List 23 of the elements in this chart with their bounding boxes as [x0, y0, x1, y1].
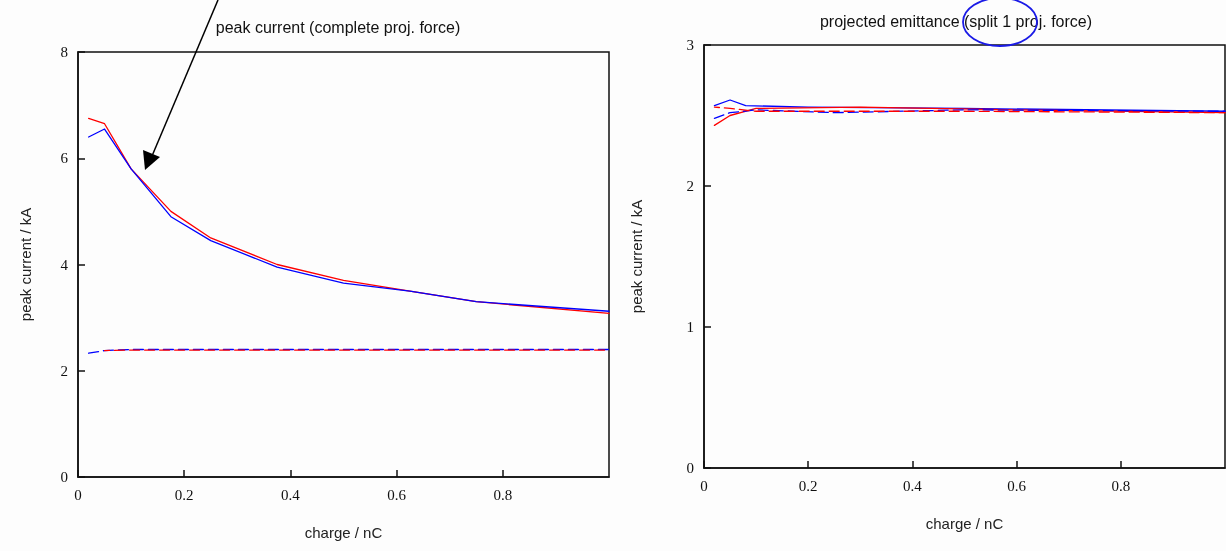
x-tick-label: 0: [74, 486, 82, 503]
y-tick-label: 3: [686, 37, 694, 53]
y-tick-label: 2: [60, 362, 68, 379]
x-tick-label: 0.2: [798, 477, 818, 494]
x-axis-title: charge / nC: [925, 515, 1004, 532]
y-tick-label: 6: [60, 150, 69, 167]
x-tick-label: 0.4: [903, 477, 923, 494]
y-axis-title: peak current / kA: [17, 207, 34, 322]
y-axis-title: peak current / kA: [628, 199, 645, 314]
x-tick-label: 0: [700, 477, 708, 494]
y-tick-label: 4: [60, 256, 69, 273]
y-tick-label: 1: [686, 319, 694, 335]
y-tick-label: 0: [686, 460, 694, 476]
x-tick-label: 0.4: [281, 486, 301, 503]
y-tick-label: 2: [686, 178, 694, 194]
x-tick-label: 0.6: [387, 486, 407, 503]
x-tick-label: 0.6: [1007, 477, 1027, 494]
x-axis-title: charge / nC: [304, 524, 383, 541]
y-tick-label: 8: [60, 44, 68, 60]
x-tick-label: 0.8: [1111, 477, 1131, 494]
chart-title: peak current (complete proj. force): [215, 18, 461, 36]
x-tick-label: 0.8: [493, 486, 513, 503]
x-tick-label: 0.2: [174, 486, 194, 503]
